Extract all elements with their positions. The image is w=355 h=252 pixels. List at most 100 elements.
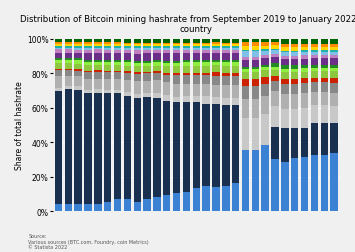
Bar bbox=[212, 54, 220, 61]
Bar bbox=[153, 99, 160, 197]
Bar bbox=[252, 87, 259, 99]
Bar bbox=[281, 40, 289, 45]
Bar bbox=[291, 45, 299, 48]
Bar bbox=[163, 47, 170, 49]
Bar bbox=[271, 51, 279, 54]
Bar bbox=[242, 52, 249, 57]
Bar bbox=[242, 119, 249, 150]
Bar bbox=[65, 59, 72, 60]
Bar bbox=[55, 204, 62, 211]
Bar bbox=[331, 48, 338, 51]
Bar bbox=[202, 84, 210, 97]
Bar bbox=[183, 74, 190, 76]
Bar bbox=[124, 80, 131, 93]
Bar bbox=[75, 40, 82, 43]
Bar bbox=[143, 54, 151, 61]
Bar bbox=[104, 90, 111, 94]
Bar bbox=[321, 83, 328, 93]
Bar bbox=[271, 71, 279, 77]
Bar bbox=[94, 66, 102, 71]
Bar bbox=[55, 43, 62, 45]
Bar bbox=[163, 63, 170, 67]
Y-axis label: Share of total hashrate: Share of total hashrate bbox=[15, 81, 24, 170]
Bar bbox=[212, 66, 220, 73]
Bar bbox=[291, 159, 299, 211]
Bar bbox=[124, 93, 131, 97]
Bar bbox=[252, 52, 259, 57]
Bar bbox=[153, 45, 160, 47]
Bar bbox=[331, 66, 338, 69]
Bar bbox=[173, 40, 180, 43]
Bar bbox=[143, 98, 151, 199]
Bar bbox=[143, 72, 151, 74]
Bar bbox=[291, 79, 299, 84]
Bar bbox=[271, 77, 279, 82]
Bar bbox=[183, 97, 190, 102]
Bar bbox=[104, 43, 111, 45]
Bar bbox=[75, 49, 82, 50]
Bar bbox=[311, 51, 318, 53]
Bar bbox=[124, 72, 131, 73]
Bar bbox=[114, 49, 121, 50]
Bar bbox=[252, 61, 259, 68]
Bar bbox=[252, 40, 259, 43]
Bar bbox=[153, 93, 160, 99]
Bar bbox=[301, 158, 308, 211]
Bar bbox=[202, 67, 210, 74]
Bar bbox=[163, 67, 170, 74]
Bar bbox=[193, 47, 200, 49]
Bar bbox=[124, 49, 131, 50]
Bar bbox=[222, 50, 229, 54]
Bar bbox=[331, 56, 338, 59]
Bar bbox=[94, 90, 102, 93]
Bar bbox=[291, 129, 299, 159]
Bar bbox=[75, 50, 82, 54]
Bar bbox=[321, 106, 328, 123]
Bar bbox=[212, 49, 220, 50]
Bar bbox=[133, 43, 141, 45]
Bar bbox=[114, 47, 121, 49]
Bar bbox=[183, 50, 190, 54]
Bar bbox=[153, 63, 160, 67]
Bar bbox=[55, 71, 62, 76]
Bar bbox=[281, 73, 289, 79]
Bar bbox=[104, 45, 111, 47]
Bar bbox=[124, 66, 131, 72]
Bar bbox=[252, 68, 259, 70]
Bar bbox=[301, 45, 308, 48]
Bar bbox=[153, 61, 160, 63]
Bar bbox=[114, 50, 121, 54]
Bar bbox=[114, 71, 121, 73]
Bar bbox=[301, 59, 308, 66]
Bar bbox=[311, 53, 318, 56]
Bar bbox=[173, 98, 180, 103]
Bar bbox=[262, 43, 269, 47]
Bar bbox=[321, 40, 328, 45]
Bar bbox=[124, 45, 131, 47]
Bar bbox=[124, 47, 131, 49]
Bar bbox=[252, 119, 259, 150]
Bar bbox=[65, 47, 72, 48]
Title: Distribution of Bitcoin mining hashrate from September 2019 to January 2022, by
: Distribution of Bitcoin mining hashrate … bbox=[20, 15, 355, 34]
Bar bbox=[193, 61, 200, 63]
Bar bbox=[321, 48, 328, 51]
Bar bbox=[143, 51, 151, 54]
Bar bbox=[133, 51, 141, 54]
Bar bbox=[84, 47, 92, 49]
Bar bbox=[173, 67, 180, 74]
Bar bbox=[114, 73, 121, 80]
Bar bbox=[163, 76, 170, 83]
Bar bbox=[133, 62, 141, 64]
Bar bbox=[262, 50, 269, 52]
Bar bbox=[94, 60, 102, 62]
Bar bbox=[84, 49, 92, 50]
Bar bbox=[271, 127, 279, 160]
Bar bbox=[242, 40, 249, 43]
Bar bbox=[321, 45, 328, 48]
Bar bbox=[133, 75, 141, 82]
Bar bbox=[262, 68, 269, 71]
Bar bbox=[311, 59, 318, 66]
Bar bbox=[212, 50, 220, 54]
Bar bbox=[242, 57, 249, 61]
Bar bbox=[104, 66, 111, 71]
